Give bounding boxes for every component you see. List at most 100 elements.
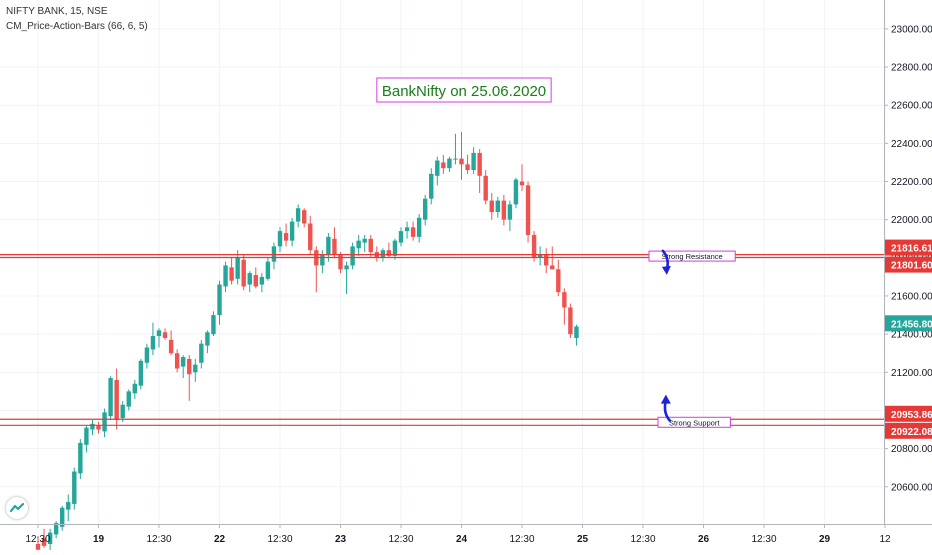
- candle: [459, 131, 464, 180]
- arrow-head: [660, 394, 671, 404]
- candle: [138, 358, 144, 390]
- candle: [120, 400, 125, 422]
- candle: [556, 259, 561, 296]
- y-tick-label: 22800.00: [891, 63, 932, 74]
- candle-body: [295, 208, 301, 222]
- candle-body: [344, 265, 349, 270]
- y-tick-label: 20800.00: [891, 444, 932, 455]
- candle-body: [217, 284, 222, 316]
- levels: Strong Resistance Strong Support: [0, 250, 884, 428]
- candle: [356, 234, 361, 256]
- support-label-frame: [657, 416, 731, 428]
- time-axis[interactable]: 12:30 19 12:30 22 12:30 23 12:30 24 12:30 25 12:30…: [25, 524, 891, 545]
- candle-body: [495, 200, 500, 213]
- tradingview-logo[interactable]: [6, 497, 28, 519]
- support-price-tag-text-lower: 20922.08: [891, 427, 932, 438]
- chart-title: BankNifty on 25.06.2020: [382, 83, 546, 100]
- down-arrow-icon: [661, 249, 671, 275]
- candle-body: [90, 423, 95, 430]
- candle: [47, 528, 53, 554]
- candle-body: [66, 502, 71, 510]
- candle-body: [47, 532, 53, 544]
- candle: [265, 257, 271, 281]
- candle: [108, 376, 113, 420]
- candle-body: [471, 152, 476, 171]
- candle-body: [513, 179, 519, 205]
- candle-body: [60, 507, 65, 527]
- candle-body: [562, 292, 567, 308]
- support-price-tag-text-upper: 20953.86: [891, 410, 932, 421]
- candle: [471, 147, 476, 174]
- candle: [259, 273, 265, 293]
- candle-body: [386, 250, 392, 256]
- candle: [338, 252, 343, 274]
- resistance-price-tag-text-lower: 21801.60: [891, 261, 932, 272]
- candle-body: [519, 181, 525, 186]
- candle-body: [380, 250, 386, 258]
- candle-body: [429, 173, 434, 199]
- candle-body: [392, 240, 398, 256]
- candle: [253, 267, 258, 289]
- x-tick-label: 26: [698, 534, 710, 545]
- candle: [501, 194, 507, 226]
- x-tick-label: 23: [335, 534, 347, 545]
- candle-body: [193, 364, 198, 373]
- support-label-box: Strong Support: [657, 416, 731, 428]
- candle: [241, 254, 246, 291]
- candle: [435, 156, 440, 186]
- candle: [223, 261, 228, 293]
- candle-body: [477, 152, 482, 176]
- candle-body: [435, 160, 440, 176]
- candle-body: [253, 275, 258, 287]
- candle: [114, 368, 119, 430]
- candle: [404, 221, 410, 239]
- candle: [308, 215, 313, 255]
- candle: [102, 408, 107, 438]
- candle: [289, 217, 295, 247]
- candle-body: [447, 158, 452, 169]
- candle: [174, 349, 180, 373]
- candle: [247, 271, 252, 293]
- x-tick-label: 12: [879, 534, 891, 545]
- candle-body: [556, 269, 561, 293]
- candle: [277, 227, 283, 253]
- candle: [531, 231, 537, 262]
- candle-body: [441, 162, 446, 169]
- candle-body: [96, 425, 101, 430]
- candle: [193, 358, 198, 382]
- candle: [41, 528, 47, 548]
- candle: [150, 322, 156, 356]
- candle: [144, 343, 150, 369]
- candle-body: [507, 204, 513, 220]
- candle: [410, 221, 416, 241]
- candle-body: [84, 427, 89, 445]
- candle-body: [338, 254, 343, 270]
- candle: [453, 133, 458, 165]
- candle-body: [108, 378, 113, 417]
- candle-body: [132, 383, 137, 394]
- candle: [283, 223, 289, 247]
- candle-body: [459, 158, 464, 165]
- candle-body: [308, 223, 313, 251]
- y-tick-label: 22000.00: [891, 215, 932, 226]
- last-price-text: 21456.80: [891, 319, 932, 330]
- candle-body: [271, 246, 277, 262]
- candle: [489, 192, 494, 220]
- candle-body: [223, 265, 228, 287]
- candle-body: [404, 227, 410, 232]
- candle-body: [35, 544, 41, 550]
- candle: [362, 234, 367, 253]
- candle-body: [53, 523, 59, 535]
- symbol-label[interactable]: NIFTY BANK, 15, NSE: [6, 6, 108, 17]
- x-tick-label: 12:30: [509, 534, 534, 545]
- candle: [205, 330, 210, 354]
- candle: [483, 170, 488, 205]
- candle: [568, 303, 573, 338]
- indicator-label[interactable]: CM_Price-Action-Bars (66, 6, 5): [6, 21, 148, 32]
- price-tags: 21816.61 21801.60 20953.86 20922.08 21456.80: [885, 239, 932, 439]
- x-tick-label: 12:30: [267, 534, 292, 545]
- y-tick-label: 23000.00: [891, 24, 932, 35]
- candle-body: [150, 336, 156, 350]
- candle-body: [525, 185, 531, 235]
